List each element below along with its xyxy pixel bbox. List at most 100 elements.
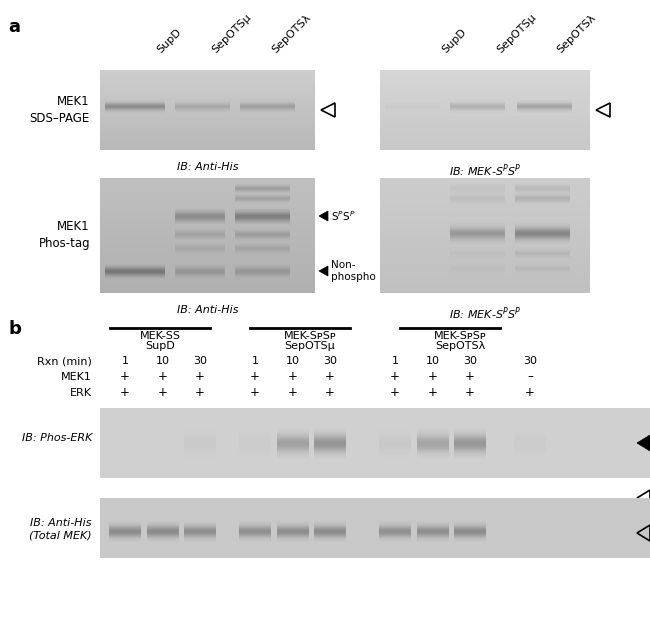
Bar <box>380 216 590 217</box>
Bar <box>379 521 411 522</box>
Bar <box>417 450 449 451</box>
Bar <box>379 536 411 537</box>
Bar <box>100 205 315 206</box>
Bar <box>239 525 271 526</box>
Bar <box>314 452 346 453</box>
Bar <box>175 222 225 223</box>
Bar <box>147 525 179 526</box>
Text: +: + <box>158 371 168 384</box>
Bar <box>454 434 486 435</box>
Bar <box>379 447 411 448</box>
Bar <box>100 211 315 212</box>
Bar <box>380 251 590 252</box>
Bar <box>454 433 486 434</box>
Bar <box>314 541 346 542</box>
Bar <box>100 204 315 205</box>
Bar <box>100 119 315 120</box>
Bar <box>380 117 590 118</box>
Bar <box>277 452 309 453</box>
Bar <box>235 215 290 216</box>
Text: MEK1: MEK1 <box>61 372 92 382</box>
Bar <box>380 289 590 290</box>
Bar <box>517 104 572 105</box>
Text: 1: 1 <box>391 356 398 366</box>
Bar <box>514 452 546 453</box>
Bar <box>417 434 449 435</box>
Text: 30: 30 <box>193 356 207 366</box>
Bar <box>380 107 590 108</box>
Bar <box>100 147 315 148</box>
Bar <box>454 457 486 458</box>
Bar <box>277 438 309 439</box>
Bar <box>100 114 315 115</box>
Bar <box>417 524 449 525</box>
Bar <box>175 238 225 239</box>
Bar <box>175 108 230 109</box>
Bar <box>235 201 290 202</box>
Bar <box>235 186 290 187</box>
Bar <box>100 244 315 245</box>
Bar <box>239 540 271 541</box>
Bar <box>517 111 572 112</box>
Bar <box>235 184 290 185</box>
Bar <box>105 275 165 276</box>
Bar <box>379 524 411 525</box>
Bar <box>380 203 590 204</box>
Bar <box>100 192 315 193</box>
Bar <box>450 253 505 254</box>
Bar <box>235 238 290 239</box>
Bar <box>454 448 486 449</box>
Bar <box>277 523 309 524</box>
Bar <box>379 525 411 526</box>
Bar <box>454 535 486 536</box>
Bar <box>184 454 216 455</box>
Bar <box>100 187 315 188</box>
Bar <box>100 103 315 104</box>
Bar <box>380 264 590 265</box>
Bar <box>239 456 271 457</box>
Bar <box>100 99 315 100</box>
Text: –: – <box>527 371 533 384</box>
Bar <box>235 199 290 200</box>
Bar <box>515 198 570 199</box>
Bar <box>100 104 315 105</box>
Text: 1: 1 <box>252 356 259 366</box>
Bar <box>100 136 315 137</box>
Text: 30: 30 <box>523 356 537 366</box>
Bar <box>380 287 590 288</box>
Bar <box>454 452 486 453</box>
Bar <box>417 457 449 458</box>
Bar <box>100 72 315 73</box>
Bar <box>515 226 570 227</box>
Bar <box>175 249 225 250</box>
Bar <box>380 126 590 127</box>
Bar <box>379 446 411 447</box>
Bar <box>175 250 225 251</box>
Bar <box>379 530 411 531</box>
Bar <box>235 232 290 233</box>
Bar <box>105 267 165 268</box>
Bar <box>380 124 590 125</box>
Bar <box>100 284 315 285</box>
Bar <box>109 524 141 525</box>
Bar <box>454 428 486 429</box>
Bar <box>239 521 271 522</box>
Bar <box>380 188 590 189</box>
Bar <box>100 127 315 128</box>
Bar <box>515 252 570 253</box>
Bar <box>380 121 590 122</box>
Bar <box>109 535 141 536</box>
Bar <box>379 453 411 454</box>
Bar <box>147 541 179 542</box>
Bar <box>239 458 271 459</box>
Bar <box>235 275 290 276</box>
Bar <box>239 439 271 440</box>
Bar <box>277 457 309 458</box>
Bar <box>515 223 570 224</box>
Bar <box>380 220 590 221</box>
Bar <box>454 436 486 437</box>
Bar <box>380 72 590 73</box>
Bar <box>100 269 315 270</box>
Bar <box>379 429 411 430</box>
Bar <box>450 255 505 256</box>
